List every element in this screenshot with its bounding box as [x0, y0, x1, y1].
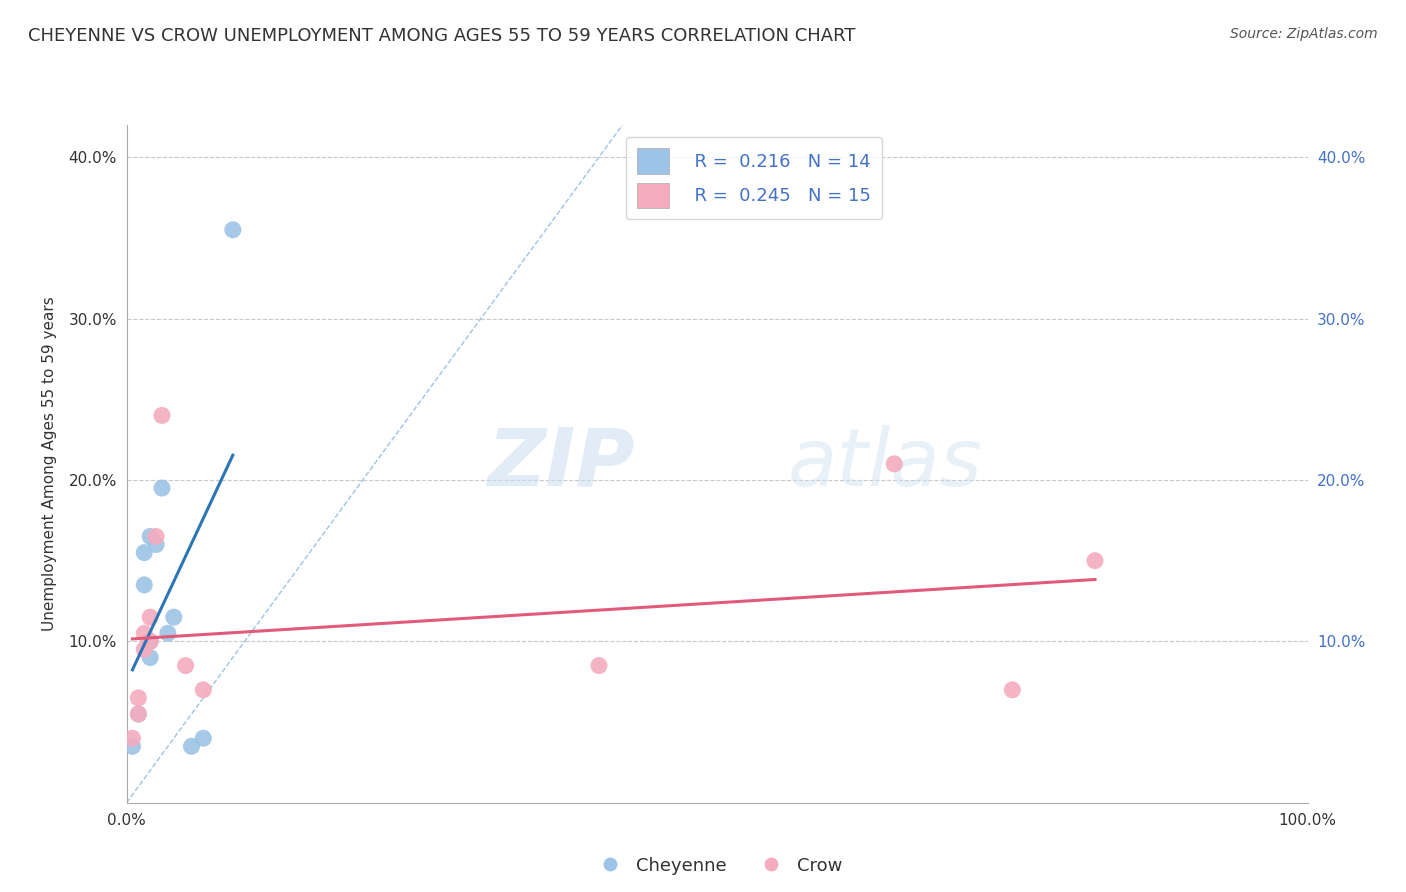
Point [180, 739, 202, 754]
Point [145, 537, 167, 551]
Point [174, 658, 197, 673]
Point [193, 731, 215, 746]
Point [127, 706, 149, 721]
Point [1001, 682, 1024, 697]
Point [134, 642, 156, 657]
Point [139, 610, 162, 624]
Point [145, 529, 167, 543]
Point [127, 690, 149, 705]
Point [139, 529, 162, 543]
Legend: Cheyenne, Crow: Cheyenne, Crow [585, 849, 849, 882]
Text: atlas: atlas [787, 425, 983, 503]
Point [163, 610, 186, 624]
Text: ZIP: ZIP [486, 425, 634, 503]
Text: Source: ZipAtlas.com: Source: ZipAtlas.com [1230, 27, 1378, 41]
Point [139, 634, 162, 648]
Point [1084, 554, 1107, 568]
Point [121, 731, 143, 746]
Point [139, 650, 162, 665]
Point [150, 409, 173, 423]
Point [134, 546, 156, 560]
Point [156, 626, 179, 640]
Point [134, 578, 156, 592]
Point [139, 634, 162, 648]
Point [193, 682, 215, 697]
Point [588, 658, 610, 673]
Point [883, 457, 905, 471]
Point [222, 223, 245, 237]
Y-axis label: Unemployment Among Ages 55 to 59 years: Unemployment Among Ages 55 to 59 years [42, 296, 58, 632]
Point [150, 481, 173, 495]
Text: CHEYENNE VS CROW UNEMPLOYMENT AMONG AGES 55 TO 59 YEARS CORRELATION CHART: CHEYENNE VS CROW UNEMPLOYMENT AMONG AGES… [28, 27, 856, 45]
Point [127, 706, 149, 721]
Point [121, 739, 143, 754]
Point [134, 626, 156, 640]
